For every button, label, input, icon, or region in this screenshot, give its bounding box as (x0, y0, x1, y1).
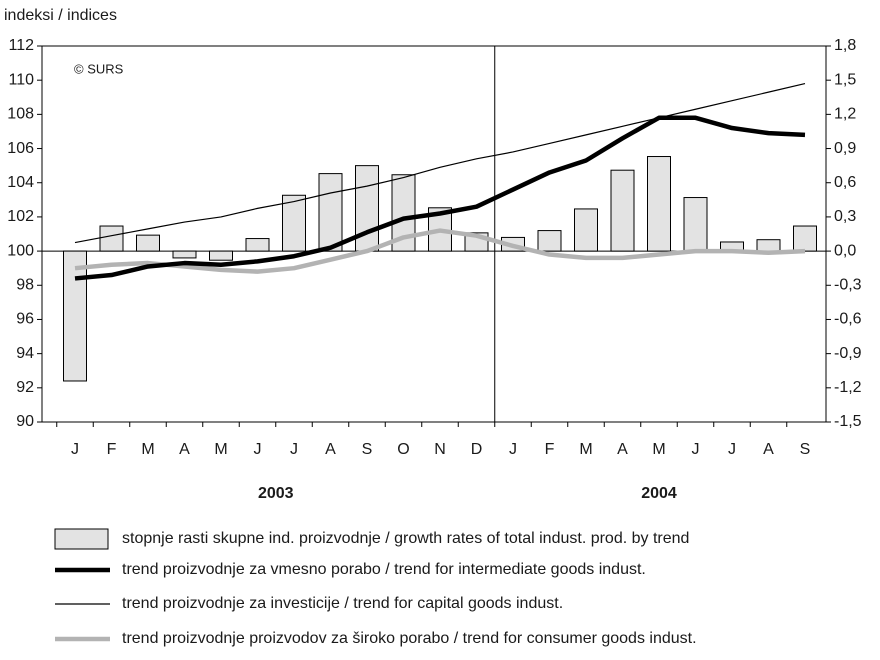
legend-label: stopnje rasti skupne ind. proizvodnje / … (122, 530, 689, 547)
x-tick-label: O (397, 441, 409, 458)
y2-tick-label: 0,3 (834, 208, 856, 225)
x-tick-label: M (214, 441, 227, 458)
x-tick-label: M (652, 441, 665, 458)
bar (318, 173, 343, 252)
x-tick-label: J (509, 441, 517, 458)
y-tick-label: 94 (16, 345, 34, 362)
y-tick-label: 112 (8, 37, 34, 54)
y-tick-label: 108 (7, 106, 34, 123)
x-tick-label: A (179, 441, 190, 458)
bar (63, 250, 87, 382)
bar (136, 234, 160, 252)
bar (172, 250, 197, 259)
x-tick-label: M (141, 441, 154, 458)
x-tick-label: J (728, 441, 736, 458)
bar (209, 250, 233, 261)
line (74, 83, 806, 244)
group-label: 2003 (258, 485, 294, 502)
x-tick-label: J (692, 441, 700, 458)
annotation: © SURS (74, 61, 124, 76)
y-tick-label: 110 (8, 71, 34, 88)
x-tick-label: S (800, 441, 811, 458)
y2-tick-label: 1,5 (834, 71, 856, 88)
y2-tick-label: 0,6 (834, 174, 856, 191)
x-tick-label: A (763, 441, 774, 458)
y2-tick-label: 1,8 (834, 37, 856, 54)
y-axis-label: indeksi / indices (4, 7, 117, 24)
bar (282, 194, 306, 252)
x-tick-label: F (107, 441, 117, 458)
y-tick-label: 92 (16, 379, 34, 396)
bar (355, 165, 379, 252)
legend-swatch (54, 528, 109, 550)
y-tick-label: 96 (16, 311, 34, 328)
group-label: 2004 (641, 485, 677, 502)
bar (610, 169, 635, 252)
x-tick-label: A (325, 441, 336, 458)
bar (245, 238, 270, 252)
x-tick-label: J (254, 441, 262, 458)
bar (756, 239, 781, 252)
y2-tick-label: 1,2 (834, 106, 856, 123)
y2-tick-label: -0,3 (834, 276, 862, 293)
line (74, 115, 806, 281)
legend-label: trend proizvodnje proizvodov za široko p… (122, 630, 697, 647)
y2-tick-label: -1,5 (834, 413, 862, 430)
bar (647, 156, 671, 252)
y2-tick-label: -1,2 (834, 379, 862, 396)
x-tick-label: N (434, 441, 446, 458)
bar (99, 225, 124, 252)
x-tick-label: D (471, 441, 483, 458)
y-tick-label: 90 (16, 413, 34, 430)
x-tick-label: M (579, 441, 592, 458)
y-tick-label: 104 (7, 174, 34, 191)
y-tick-label: 100 (7, 242, 34, 259)
line (74, 228, 806, 274)
legend-label: trend proizvodnje za vmesno porabo / tre… (122, 561, 646, 578)
y-tick-label: 98 (16, 276, 34, 293)
bar (683, 197, 708, 252)
y-tick-label: 102 (7, 208, 34, 225)
bar (537, 230, 562, 252)
x-tick-label: F (545, 441, 555, 458)
bar (391, 174, 416, 252)
y2-tick-label: 0,0 (834, 242, 856, 259)
y2-tick-label: 0,9 (834, 140, 856, 157)
x-tick-label: J (71, 441, 79, 458)
x-tick-label: J (290, 441, 298, 458)
x-tick-label: A (617, 441, 628, 458)
plot-frame-top (41, 45, 827, 423)
legend-label: trend proizvodnje za investicije / trend… (122, 595, 563, 612)
bar (574, 208, 598, 252)
y2-tick-label: -0,9 (834, 345, 862, 362)
y-tick-label: 106 (7, 140, 34, 157)
x-tick-label: S (362, 441, 373, 458)
bar (793, 225, 817, 252)
y2-tick-label: -0,6 (834, 311, 862, 328)
